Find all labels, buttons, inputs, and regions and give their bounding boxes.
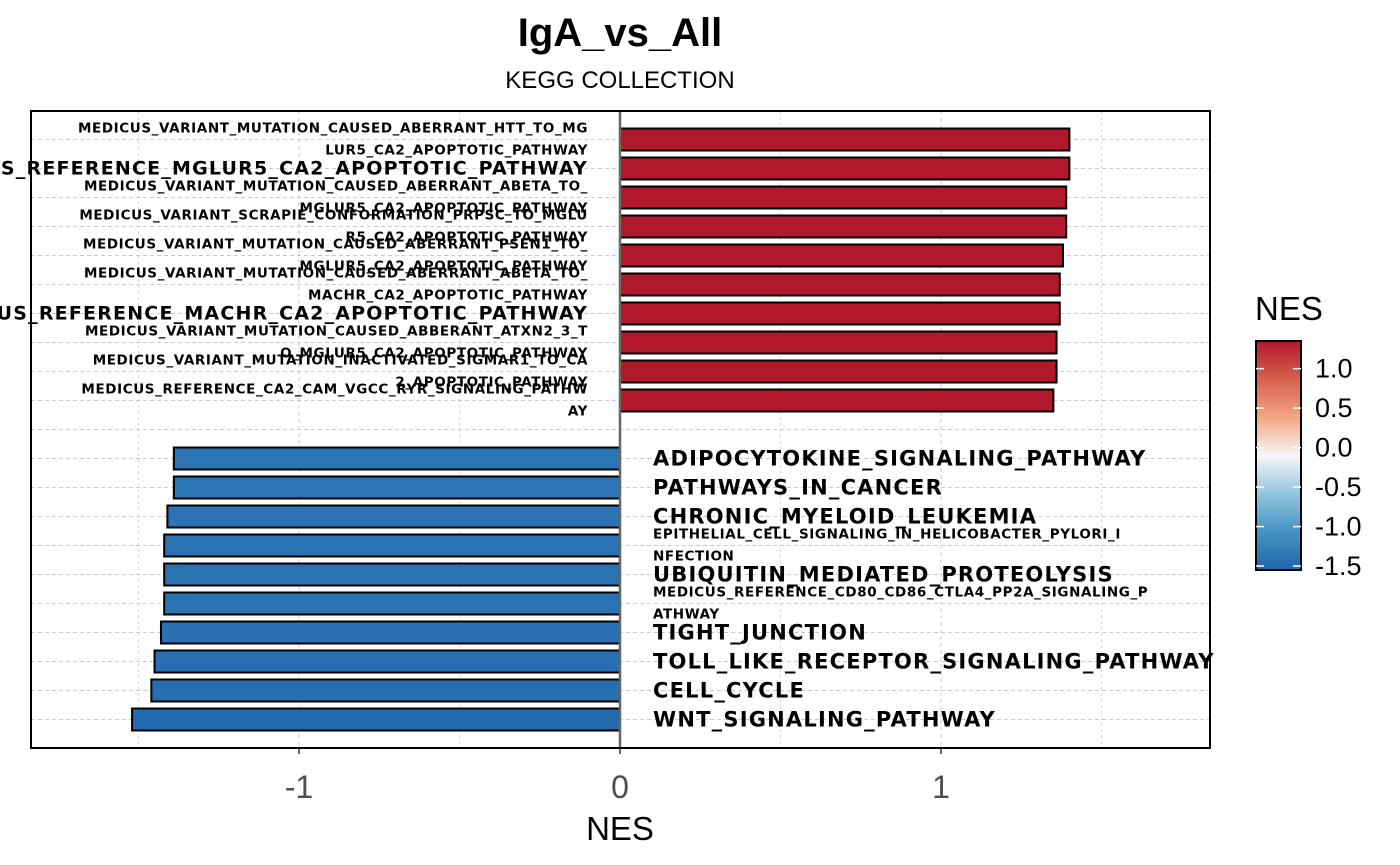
chart-title: IgA_vs_All xyxy=(518,11,723,55)
bar xyxy=(172,475,621,500)
plot-area: MEDICUS_VARIANT_MUTATION_CAUSED_ABERRANT… xyxy=(0,110,1215,805)
legend-tick-label: -1.0 xyxy=(1315,512,1362,542)
x-tick-label: 0 xyxy=(611,769,629,805)
legend-tick-label: 1.0 xyxy=(1315,354,1353,384)
bar xyxy=(619,272,1061,297)
x-tick-label: 1 xyxy=(932,769,950,805)
bar xyxy=(163,591,621,616)
bar xyxy=(153,649,622,674)
legend-tick-label: 0.0 xyxy=(1315,433,1353,463)
bar xyxy=(619,185,1068,210)
legend-tick-label: -0.5 xyxy=(1315,472,1362,502)
bar-label: CHRONIC_MYELOID_LEUKEMIA xyxy=(653,505,1037,529)
bar xyxy=(163,533,621,558)
bar-label: MEDICUS_VARIANT_MUTATION_CAUSED_ABERRANT… xyxy=(84,266,588,282)
bar-label: MEDICUS_VARIANT_MUTATION_CAUSED_ABERRANT… xyxy=(78,121,588,137)
bar xyxy=(619,388,1055,413)
legend-tick-label: -1.5 xyxy=(1315,551,1362,581)
bar-label: NFECTION xyxy=(653,549,734,565)
bar-label: MEDICUS_VARIANT_MUTATION_CAUSED_ABERRANT… xyxy=(84,179,588,195)
bar xyxy=(619,301,1061,326)
bar-label: MEDICUS_REFERENCE_CD80_CD86_CTLA4_PP2A_S… xyxy=(653,585,1148,601)
bar xyxy=(619,127,1071,152)
bar-label: CELL_CYCLE xyxy=(653,679,805,703)
bar xyxy=(159,620,621,645)
legend-colorbar xyxy=(1255,340,1302,571)
bar-label: MGLUR5_CA2_APOPTOTIC_PATHWAY xyxy=(299,259,588,275)
legend-title: NES xyxy=(1255,290,1323,327)
bar-label: 2_APOPTOTIC_PATHWAY xyxy=(395,375,588,391)
bar-label: AY xyxy=(568,404,588,420)
bar-label: MEDICUS_VARIANT_SCRAPIE_CONFORMATION_PRP… xyxy=(79,208,588,224)
bar xyxy=(150,678,621,703)
bar xyxy=(166,504,621,529)
bar xyxy=(163,562,621,587)
bar xyxy=(619,214,1068,239)
bar xyxy=(619,330,1058,355)
bar-label: TIGHT_JUNCTION xyxy=(653,621,867,645)
chart-subtitle: KEGG COLLECTION xyxy=(505,67,734,94)
bar-label: MEDICUS_REFERENCE_MGLUR5_CA2_APOPTOTIC_P… xyxy=(0,158,588,180)
x-axis-title: NES xyxy=(586,810,654,847)
bar-label: WNT_SIGNALING_PATHWAY xyxy=(653,708,996,732)
bar-label: PATHWAYS_IN_CANCER xyxy=(653,476,943,500)
bar xyxy=(619,156,1071,181)
bar-label: O_MGLUR5_CA2_APOPTOTIC_PATHWAY xyxy=(280,346,588,362)
bar-label: MEDICUS_VARIANT_MUTATION_CAUSED_ABERRANT… xyxy=(83,237,588,253)
bar-label: LUR5_CA2_APOPTOTIC_PATHWAY xyxy=(325,143,588,159)
bar-label: MEDICUS_VARIANT_MUTATION_CAUSED_ABBERANT… xyxy=(85,324,588,340)
bar-label: MEDICUS_REFERENCE_MACHR_CA2_APOPTOTIC_PA… xyxy=(0,303,588,325)
bar-label: MGLUR5_CA2_APOPTOTIC_PATHWAY xyxy=(299,201,588,217)
bar xyxy=(172,446,621,471)
color-legend: NES 1.0 0.5 0.0 -0.5 -1.0 -1.5 xyxy=(1255,290,1362,581)
bar-label: MEDICUS_REFERENCE_CA2_CAM_VGCC_RYR_SIGNA… xyxy=(81,382,588,398)
legend-tick-label: 0.5 xyxy=(1315,393,1353,423)
bar-label: R5_CA2_APOPTOTIC_PATHWAY xyxy=(345,230,588,246)
bar-label: ATHWAY xyxy=(653,607,720,623)
bar-label: MACHR_CA2_APOPTOTIC_PATHWAY xyxy=(308,288,588,304)
bar xyxy=(619,243,1064,268)
bar-label: EPITHELIAL_CELL_SIGNALING_IN_HELICOBACTE… xyxy=(653,527,1121,543)
bar xyxy=(619,359,1058,384)
bar xyxy=(131,707,622,732)
bar-label: ADIPOCYTOKINE_SIGNALING_PATHWAY xyxy=(653,447,1146,471)
bar-label: UBIQUITIN_MEDIATED_PROTEOLYSIS xyxy=(653,563,1114,587)
bar-label: MEDICUS_VARIANT_MUTATION_INACTIVATED_SIG… xyxy=(93,353,588,369)
x-tick-label: -1 xyxy=(285,769,313,805)
bar-label: TOLL_LIKE_RECEPTOR_SIGNALING_PATHWAY xyxy=(653,650,1215,674)
